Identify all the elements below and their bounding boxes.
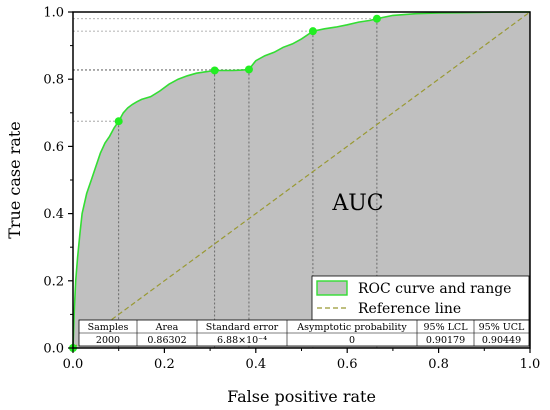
legend-label-reference: Reference line [358,301,461,317]
legend-box [311,275,530,321]
plot-layer [69,11,531,352]
reference-line [72,11,531,349]
x-tick-label: 0.4 [245,357,266,372]
table-header-cell: Samples [88,322,129,333]
x-tick-label: 0.2 [154,357,175,372]
table-header-cell: 95% UCL [479,322,525,333]
stats-table: Samples Area Standard error Asymptotic prob… [78,319,530,347]
y-axis-title: True case rate [5,121,24,239]
table-value-cell: 0.86302 [147,335,186,346]
table-value-cell: 0.90179 [426,335,465,346]
roc-marker [244,65,253,74]
table-header-cell: Area [155,322,179,333]
y-tick-label: 0.8 [43,73,64,88]
y-tick-label: 0.6 [43,140,64,155]
x-tick-label: 0.8 [428,357,449,372]
table-value-cell: 2000 [96,335,120,346]
x-axis-title: False positive rate [227,387,376,406]
roc-marker [372,14,381,23]
legend: ROC curve and range Reference line [311,275,530,321]
roc-marker [308,27,317,36]
auc-annotation: AUC [331,191,383,216]
y-tick-label: 0.2 [43,274,64,289]
table-header-cell: Standard error [206,322,279,333]
x-tick-label: 0.6 [337,357,358,372]
x-tick-label: 0.0 [63,357,84,372]
legend-label-roc: ROC curve and range [358,281,511,297]
y-tick-label: 0.4 [43,207,64,222]
roc-curve [72,11,530,349]
axes-layer: 0.0 0.2 0.4 0.6 0.8 1.0 0.0 0.2 0.4 0.6 0.8 1.0 [43,6,540,373]
table-value-cell: 0 [349,335,355,346]
table-header-cell: Asymptotic probability [296,322,407,333]
table-value-cell: 6.88×10⁻⁴ [217,335,267,346]
x-tick-label: 1.0 [520,357,541,372]
roc-marker [210,66,219,75]
y-tick-label: 0.0 [43,342,64,357]
table-value-cell: 0.90449 [482,335,521,346]
table-header-cell: 95% LCL [423,322,468,333]
roc-marker [114,117,123,126]
y-tick-label: 1.0 [43,6,64,21]
legend-swatch-roc [316,280,348,296]
